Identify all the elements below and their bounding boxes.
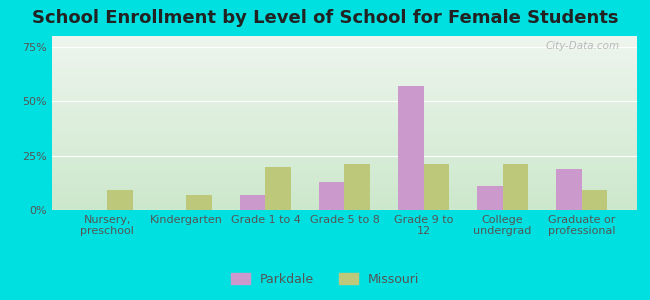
- Bar: [187, 195, 212, 210]
- Bar: [319, 182, 344, 210]
- Bar: [424, 164, 449, 210]
- Bar: [477, 186, 502, 210]
- Text: City-Data.com: City-Data.com: [545, 41, 619, 51]
- Bar: [556, 169, 582, 210]
- Bar: [502, 164, 528, 210]
- Text: School Enrollment by Level of School for Female Students: School Enrollment by Level of School for…: [32, 9, 618, 27]
- Legend: Parkdale, Missouri: Parkdale, Missouri: [226, 268, 424, 291]
- Bar: [344, 164, 370, 210]
- Bar: [240, 195, 265, 210]
- Bar: [582, 190, 607, 210]
- Bar: [265, 167, 291, 210]
- Bar: [107, 190, 133, 210]
- Bar: [398, 86, 424, 210]
